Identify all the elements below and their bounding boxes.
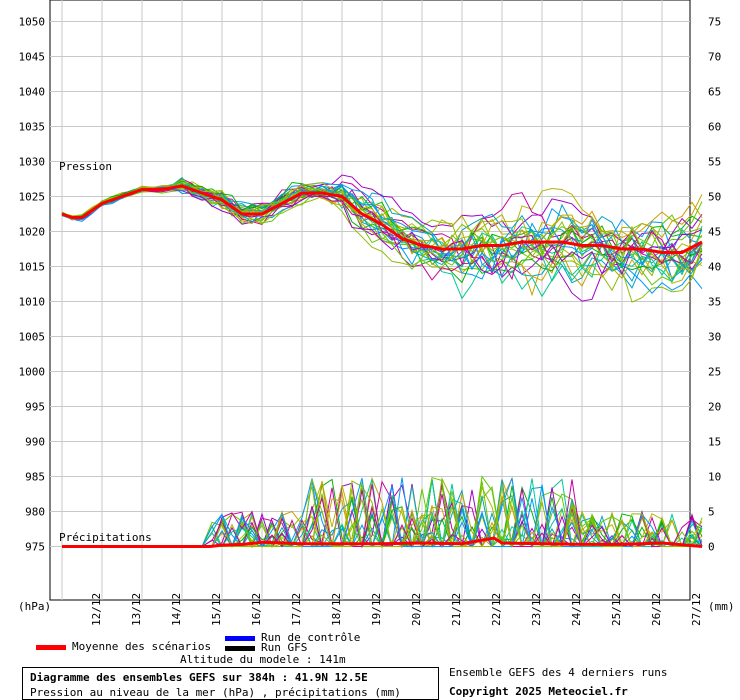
right-tick-label: 30 xyxy=(708,331,721,344)
chart-subtitle: Pression au niveau de la mer (hPa) , pré… xyxy=(30,686,401,699)
mean-pressure-line xyxy=(61,184,703,254)
title-box: Diagramme des ensembles GEFS sur 384h : … xyxy=(22,667,439,700)
left-tick-label: 1020 xyxy=(19,226,46,239)
right-tick-label: 25 xyxy=(708,366,721,379)
right-tick-label: 60 xyxy=(708,121,721,134)
left-tick-label: 975 xyxy=(25,541,45,554)
mean-precip-line xyxy=(62,536,703,548)
left-tick-label: 1030 xyxy=(19,156,46,169)
x-tick-label: 18/12 xyxy=(330,593,343,626)
left-tick-label: 985 xyxy=(25,471,45,484)
legend-gfs: Run GFS xyxy=(225,641,307,654)
left-tick-label: 1035 xyxy=(19,121,46,134)
right-tick-label: 50 xyxy=(708,191,721,204)
plot-area xyxy=(49,0,691,601)
x-tick-label: 15/12 xyxy=(210,593,223,626)
chart-grid xyxy=(49,0,691,601)
right-tick-label: 15 xyxy=(708,436,721,449)
right-tick-label: 45 xyxy=(708,226,721,239)
right-tick-label: 75 xyxy=(708,16,721,29)
pressure-annotation: Pression xyxy=(59,160,112,173)
left-axis-ticks: 1050 1045 1040 1035 1030 1025 1020 1015 1010 1005… xyxy=(19,16,46,554)
right-tick-label: 65 xyxy=(708,86,721,99)
legend-mean-swatch xyxy=(36,644,66,650)
mean-lines xyxy=(61,184,703,548)
left-axis-unit: (hPa) xyxy=(18,600,51,613)
altitude-label: Altitude du modele : 141m xyxy=(180,653,346,666)
right-axis-unit: (mm) xyxy=(708,600,735,613)
right-tick-label: 70 xyxy=(708,51,721,64)
right-tick-label: 55 xyxy=(708,156,721,169)
x-tick-label: 17/12 xyxy=(290,593,303,626)
left-tick-label: 1045 xyxy=(19,51,46,64)
right-tick-label: 40 xyxy=(708,261,721,274)
right-tick-label: 10 xyxy=(708,471,721,484)
left-tick-label: 1010 xyxy=(19,296,46,309)
x-tick-label: 12/12 xyxy=(90,593,103,626)
x-tick-label: 14/12 xyxy=(170,593,183,626)
x-tick-label: 21/12 xyxy=(450,593,463,626)
x-tick-label: 24/12 xyxy=(570,593,583,626)
legend-mean-label: Moyenne des scénarios xyxy=(72,640,212,653)
right-tick-label: 35 xyxy=(708,296,721,309)
x-axis-date-ticks: 12/12 13/12 14/12 15/12 16/12 17/12 18/12 19/12… xyxy=(90,593,703,626)
right-tick-label: 5 xyxy=(708,506,715,519)
legend-gfs-swatch xyxy=(225,645,255,651)
legend-control: Run de contrôle xyxy=(225,631,360,644)
legend-mean: Moyenne des scénarios xyxy=(36,640,211,653)
left-tick-label: 990 xyxy=(25,436,45,449)
left-tick-label: 1000 xyxy=(19,366,46,379)
right-tick-label: 0 xyxy=(708,541,715,554)
left-tick-label: 1005 xyxy=(19,331,46,344)
x-tick-label: 13/12 xyxy=(130,593,143,626)
left-tick-label: 1015 xyxy=(19,261,46,274)
x-tick-label: 23/12 xyxy=(530,593,543,626)
right-tick-label: 20 xyxy=(708,401,721,414)
left-tick-label: 995 xyxy=(25,401,45,414)
x-tick-label: 19/12 xyxy=(370,593,383,626)
x-tick-label: 27/12 xyxy=(690,593,703,626)
chart-title: Diagramme des ensembles GEFS sur 384h : … xyxy=(30,671,368,684)
left-tick-label: 1050 xyxy=(19,16,46,29)
left-tick-label: 1025 xyxy=(19,191,46,204)
left-tick-label: 1040 xyxy=(19,86,46,99)
precip-annotation: Précipitations xyxy=(59,531,152,544)
x-tick-label: 22/12 xyxy=(490,593,503,626)
ensemble-note: Ensemble GEFS des 4 derniers runs xyxy=(449,666,668,679)
legend-control-swatch xyxy=(225,635,255,641)
copyright: Copyright 2025 Meteociel.fr xyxy=(449,685,628,698)
x-tick-label: 16/12 xyxy=(250,593,263,626)
legend-gfs-label: Run GFS xyxy=(261,641,308,654)
x-tick-label: 26/12 xyxy=(650,593,663,626)
x-tick-label: 20/12 xyxy=(410,593,423,626)
left-tick-label: 980 xyxy=(25,506,45,519)
x-tick-label: 25/12 xyxy=(610,593,623,626)
legend-control-label: Run de contrôle xyxy=(261,631,361,644)
